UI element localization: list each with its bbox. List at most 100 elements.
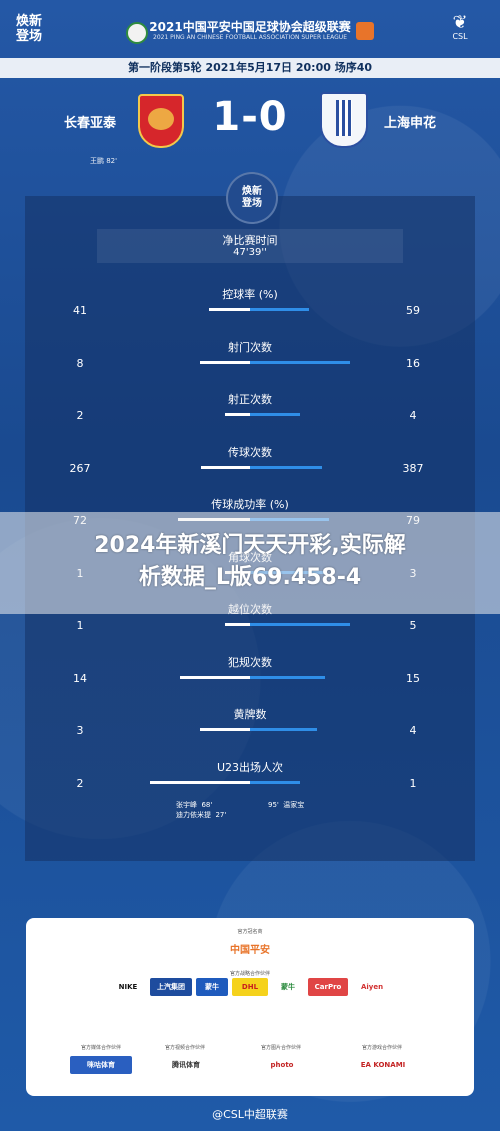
stat-home-value: 1 [76, 619, 84, 632]
stat-home-bar [225, 413, 250, 416]
league-title: 2021中国平安中国足球协会超级联赛 [149, 20, 351, 34]
stat-label: 射正次数 [228, 393, 272, 406]
u23-home-player-minute: 68' [201, 801, 213, 809]
stat-home-value: 2 [76, 776, 84, 790]
stat-home-bar [200, 465, 250, 469]
stat-row: 犯规次数 14 15 [0, 654, 500, 694]
stat-label: 传球成功率 (%) [211, 498, 289, 511]
scoreboard: 长春亚泰 1-0 上海申花 王鹏 82' [0, 86, 500, 166]
panel-badge-line1: 焕新 [242, 186, 262, 197]
media-partner-logo: 咪咕体育 [70, 1056, 132, 1074]
stat-row: 传球次数 267 387 [0, 444, 500, 484]
stat-away-bar [250, 780, 300, 784]
stat-home-value: 14 [73, 671, 87, 685]
stat-label: 控球率 (%) [222, 288, 278, 301]
title-partner-caption: 官方冠名商 [237, 929, 263, 935]
stat-away-value: 387 [402, 461, 424, 475]
partner-logo: 上汽集团 [150, 978, 192, 996]
stat-home-bar [209, 308, 250, 311]
stat-row: U23出场人次 2 1 [0, 759, 500, 799]
stat-row: 黄牌数 3 4 [0, 706, 500, 746]
stat-label: 犯规次数 [228, 655, 272, 669]
panel-badge-logo: 焕新 登场 [226, 172, 278, 224]
u23-home-player-minute: 27' [215, 811, 227, 819]
partner-logo: CarPro [308, 978, 348, 996]
game-partner-caption: 官方游戏合作伙伴 [361, 1045, 402, 1051]
weibo-handle: @CSL中超联赛 [212, 1108, 288, 1121]
stat-away-value: 4 [409, 724, 417, 737]
stat-away-value: 1 [409, 776, 417, 790]
csl-mark-icon: ❦ [452, 12, 468, 33]
stat-row: 射门次数 8 16 [0, 339, 500, 379]
stat-label: 射门次数 [228, 340, 272, 354]
stat-home-value: 2 [76, 409, 84, 422]
stat-row: 射正次数 2 4 [0, 391, 500, 431]
game-partner-logo: EA KONAMI [360, 1061, 406, 1069]
stat-away-value: 59 [406, 304, 420, 317]
cfa-badge-icon [126, 22, 148, 44]
stat-away-value: 4 [409, 409, 417, 422]
partner-logo: 蒙牛 [196, 978, 228, 996]
csl-text: CSL [452, 32, 468, 41]
stat-label: 黄牌数 [233, 708, 267, 721]
photo-partner-logo: photo [270, 1061, 294, 1069]
league-subtitle: 2021 PING AN CHINESE FOOTBALL ASSOCIATIO… [153, 34, 347, 41]
u23-away-player-minute: 95' [268, 801, 279, 809]
stat-home-bar [200, 360, 250, 364]
u23-home-player-name: 张宇峰 [176, 801, 197, 809]
csl-logo: ❦ CSL [436, 12, 484, 42]
home-crest-icon [138, 94, 184, 148]
media-partner-caption: 官方媒体合作伙伴 [80, 1045, 121, 1051]
stat-row: 控球率 (%) 41 59 [0, 286, 500, 326]
overlay-banner [0, 512, 500, 614]
u23-away-players: 95' 温家宝 [268, 800, 304, 810]
title-partner-logo: 中国平安 [230, 945, 270, 956]
header: 焕新 登场 2021中国平安中国足球协会超级联赛 2021 PING AN CH… [0, 0, 500, 56]
stat-away-value: 5 [409, 619, 417, 632]
home-team-name: 长春亚泰 [64, 116, 117, 131]
u23-away-player-name: 温家宝 [283, 801, 305, 809]
brand-line2: 登场 [16, 29, 43, 44]
stat-away-bar [250, 623, 350, 626]
video-partner-caption: 官方视频合作伙伴 [164, 1045, 205, 1051]
stat-away-bar [250, 308, 309, 311]
partner-logo: DHL [232, 978, 268, 996]
u23-home-players: 张宇峰 68' 迪力依米提 27' [176, 800, 226, 820]
stat-away-value: 16 [406, 356, 420, 370]
u23-home-player-name: 迪力依米提 [176, 811, 211, 819]
stat-home-value: 267 [69, 461, 91, 475]
stat-label: 传球次数 [228, 445, 272, 459]
stat-label: U23出场人次 [216, 760, 284, 774]
overlay-text: 2024年新溪门天天开彩,实际解 析数据_L版69.458-4 [0, 530, 500, 594]
stat-home-bar [150, 780, 250, 784]
stat-away-bar [250, 465, 322, 469]
brand-logo: 焕新 登场 [16, 14, 52, 46]
stat-away-bar [250, 360, 350, 364]
away-crest-icon [320, 92, 368, 148]
net-playing-time: 净比赛时间 47'39'' [97, 229, 403, 263]
video-partner-logo: 腾讯体育 [172, 1061, 200, 1069]
score: 1-0 [212, 94, 288, 140]
stat-home-bar [180, 675, 250, 679]
stat-home-value: 41 [73, 304, 87, 317]
partner-logo: 蒙牛 [281, 983, 295, 991]
partner-logo: Aiyen [360, 983, 384, 991]
stat-away-value: 15 [406, 671, 420, 685]
photo-partner-caption: 官方图片合作伙伴 [260, 1045, 301, 1051]
match-info: 第一阶段第5轮 2021年5月17日 20:00 场序40 [0, 58, 500, 78]
away-team-name: 上海申花 [384, 116, 437, 131]
overlay-line1: 2024年新溪门天天开彩,实际解 [94, 533, 406, 558]
sponsor-panel: 官方冠名商 中国平安 官方战略合作伙伴 NIKE 上汽集团 蒙牛 DHL 蒙牛 … [26, 918, 474, 1096]
overlay-line2: 析数据_L版69.458-4 [138, 565, 362, 590]
stat-away-bar [250, 728, 317, 731]
stat-home-value: 3 [76, 724, 84, 737]
stat-home-value: 8 [76, 356, 84, 370]
stat-home-bar [225, 623, 250, 626]
duration-value: 47'39'' [233, 247, 267, 258]
home-scorer: 王鹏 82' [90, 157, 118, 165]
brand-line1: 焕新 [16, 14, 43, 29]
panel-badge-line2: 登场 [242, 198, 262, 209]
pingan-badge-icon [356, 22, 374, 40]
strategic-caption: 官方战略合作伙伴 [229, 971, 270, 977]
stat-home-bar [200, 728, 250, 731]
